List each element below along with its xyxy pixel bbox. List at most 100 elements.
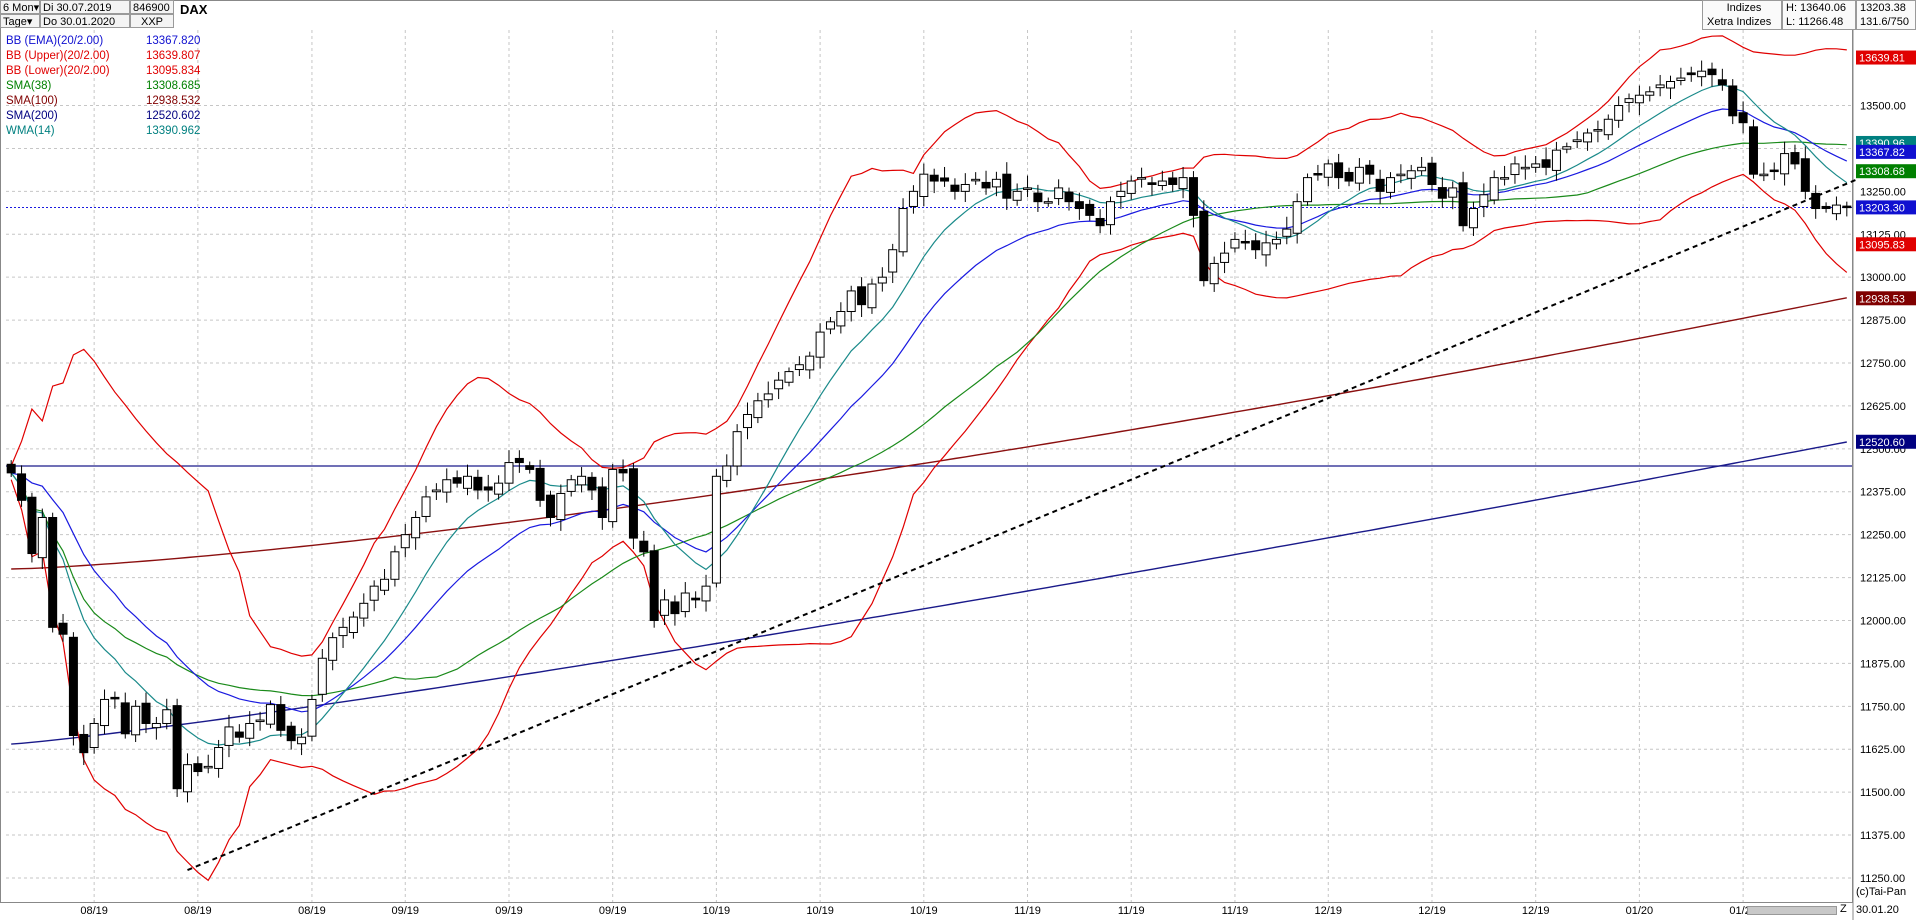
x-tick-label: 10/19 [806, 905, 834, 917]
x-tick-label: 09/19 [495, 905, 523, 917]
candle-down [276, 704, 286, 731]
last-date-label: 30.01.20 [1856, 904, 1899, 916]
candle-up [162, 709, 172, 724]
candle-up [1303, 177, 1313, 203]
candle-up [504, 462, 514, 484]
candle-up [1043, 201, 1053, 204]
candle-up [1386, 177, 1395, 193]
x-tick-label: 09/19 [599, 905, 627, 917]
candle-down [857, 286, 867, 306]
candle-up [1406, 170, 1416, 179]
candle-up [722, 465, 732, 481]
y-tick-label: 12875.00 [1860, 315, 1906, 327]
candle-down [1334, 162, 1344, 179]
candle-down [1769, 169, 1779, 173]
price-tag-bg [1856, 164, 1916, 179]
candle-down [1821, 205, 1831, 210]
candle-up [494, 482, 504, 495]
candle-up [763, 393, 773, 401]
candle-up [421, 496, 431, 517]
candle-down [286, 725, 296, 742]
candle-up [577, 475, 587, 486]
candle-down [58, 622, 68, 635]
period-dropdown[interactable]: 6 Mon▾ [0, 0, 40, 14]
candle-up [743, 414, 753, 429]
candle-down [483, 486, 493, 491]
candle-up [1572, 139, 1582, 143]
candle-up [328, 637, 338, 661]
wma14-line [10, 84, 1848, 746]
category-label: Indizes [1726, 2, 1762, 14]
candle-up [1603, 118, 1613, 136]
candle-up [214, 747, 224, 769]
price-scale-box: 13203.38 131.6/750 [1856, 0, 1916, 30]
candle-down [514, 457, 524, 464]
candle-down [1168, 177, 1178, 185]
candle-up [753, 400, 763, 419]
candle-down [1427, 162, 1437, 185]
candle-down [79, 733, 89, 754]
candle-up [1697, 70, 1707, 78]
candle-up [411, 516, 421, 539]
price-tag-label: 13095.83 [1859, 239, 1905, 251]
low-label: L: 11266.48 [1786, 16, 1844, 28]
candle-down [141, 702, 151, 724]
candle-up [1209, 262, 1219, 285]
candle-down [1790, 152, 1800, 165]
candle-up [960, 183, 970, 192]
candle-up [1759, 173, 1769, 177]
price-tag-label: 13203.30 [1859, 202, 1905, 214]
sma38-line [10, 141, 1847, 697]
candle-down [525, 465, 535, 470]
candle-up [1510, 163, 1520, 176]
candle-down [1251, 240, 1261, 251]
candle-up [794, 364, 804, 371]
candle-down [670, 601, 680, 615]
price-tag-label: 12938.53 [1859, 293, 1905, 305]
candle-down [1240, 240, 1250, 244]
interval-dropdown[interactable]: Tage▾ [0, 14, 40, 28]
candle-down [1033, 192, 1043, 203]
bb-lower-line [10, 173, 1848, 882]
candle-up [1220, 252, 1230, 263]
candle-up [805, 355, 815, 371]
bb-upper-line [10, 35, 1847, 657]
x-tick-label: 11/19 [1118, 905, 1145, 917]
price-tag-bg [1856, 200, 1916, 215]
exchange-label: XXP [130, 14, 174, 28]
price-tag-label: 12520.60 [1859, 437, 1905, 449]
candle-down [27, 496, 37, 555]
candle-down [1085, 203, 1095, 216]
candle-down [1748, 126, 1758, 175]
y-tick-label: 13250.00 [1860, 186, 1906, 198]
candle-up [680, 592, 690, 613]
candle-down [6, 463, 16, 474]
candle-up [1292, 201, 1302, 234]
candle-down [587, 476, 597, 491]
candle-up [608, 468, 618, 523]
candle-up [1023, 187, 1033, 190]
candle-up [1230, 238, 1240, 249]
candle-down [1800, 158, 1810, 192]
candle-up [1396, 173, 1406, 177]
candle-down [1842, 205, 1852, 209]
x-tick-label: 10/19 [703, 905, 731, 917]
candle-up [1012, 190, 1022, 201]
price-tag-bg [1856, 291, 1916, 306]
candle-up [131, 705, 141, 736]
candle-down [234, 731, 244, 738]
y-tick-label: 11625.00 [1860, 744, 1905, 756]
y-tick-label: 12250.00 [1860, 530, 1906, 542]
y-tick-label: 12000.00 [1860, 615, 1906, 627]
price-tag-bg [1856, 50, 1916, 65]
candle-up [1468, 208, 1478, 229]
candle-down [691, 597, 701, 601]
price-tag-label: 13367.82 [1859, 147, 1905, 159]
y-tick-label: 12750.00 [1860, 358, 1906, 370]
candle-up [566, 479, 576, 492]
zoom-scrollbar[interactable] [1747, 906, 1837, 915]
candle-up [711, 475, 721, 584]
candle-down [172, 705, 182, 790]
index-name-label: Xetra Indizes [1707, 16, 1772, 28]
